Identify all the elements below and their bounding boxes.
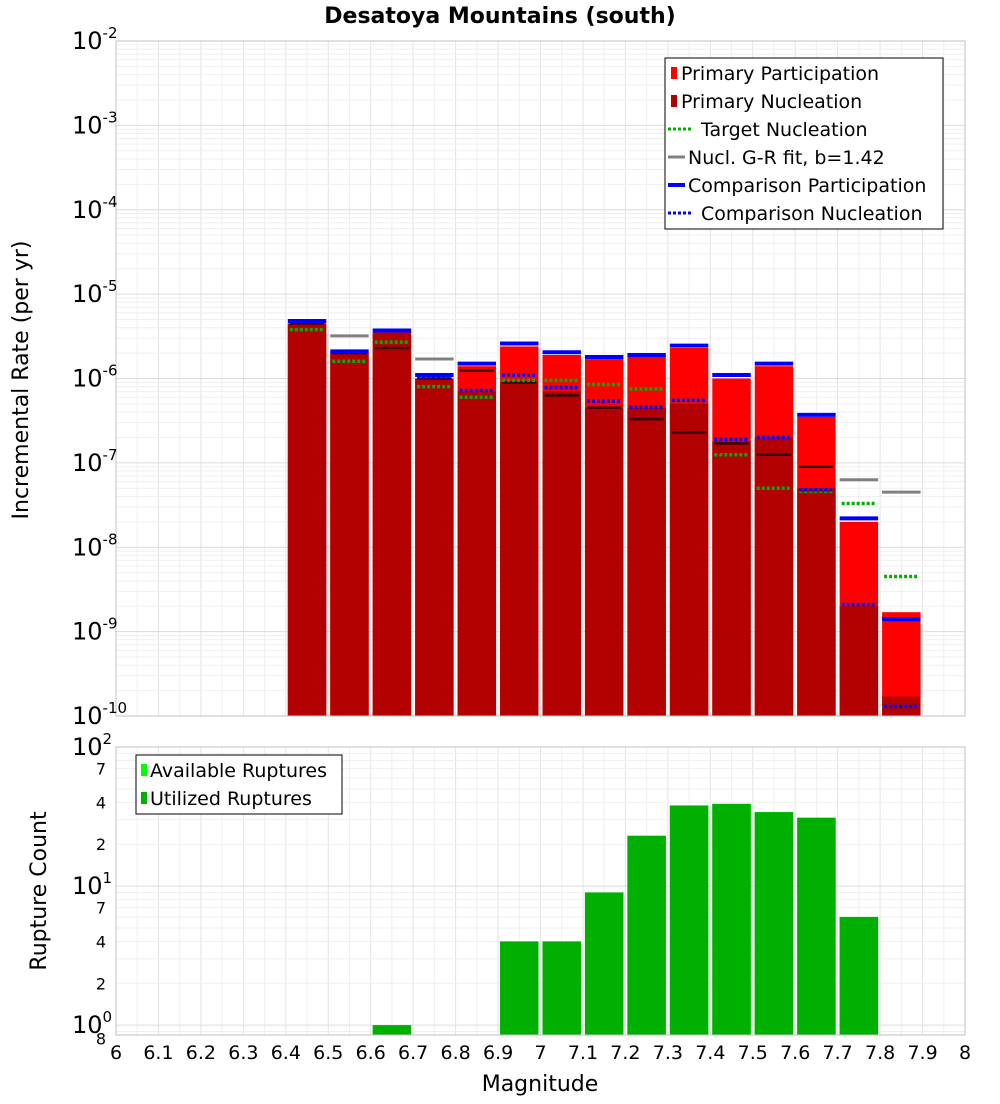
nucleation-bar bbox=[542, 391, 581, 716]
bottom-y-tick-label: 102 bbox=[72, 730, 112, 761]
top-plot-border bbox=[115, 40, 966, 717]
top-y-tick-label: 10-8 bbox=[72, 530, 118, 561]
legend-label: Comparison Nucleation bbox=[701, 203, 923, 225]
top-y-tick-label: 10-4 bbox=[72, 193, 118, 224]
legend-swatch bbox=[141, 764, 147, 776]
utilized-ruptures-bar bbox=[584, 892, 624, 1035]
legend-label: Comparison Participation bbox=[688, 175, 926, 197]
top-y-tick-label: 10-3 bbox=[72, 108, 118, 139]
utilized-ruptures-bar bbox=[500, 941, 539, 1035]
x-tick-label: 6.2 bbox=[186, 1042, 216, 1064]
x-tick-label: 6.3 bbox=[228, 1042, 258, 1064]
bottom-y-tick-label: 101 bbox=[72, 869, 112, 900]
top-y-tick-label: 10-9 bbox=[72, 615, 118, 646]
utilized-ruptures-bar bbox=[669, 805, 709, 1035]
top-y-tick-label: 10-7 bbox=[72, 446, 118, 477]
utilized-ruptures-bar bbox=[754, 812, 794, 1035]
legend-swatch bbox=[141, 792, 147, 804]
x-tick-label: 6.4 bbox=[271, 1042, 301, 1064]
x-tick-label: 6.1 bbox=[143, 1042, 173, 1064]
x-tick-label: 6.6 bbox=[356, 1042, 386, 1064]
legend-swatch bbox=[671, 95, 677, 107]
utilized-ruptures-bar bbox=[797, 817, 836, 1035]
x-tick-label: 7.6 bbox=[780, 1042, 810, 1064]
x-tick-label: 7.8 bbox=[865, 1042, 895, 1064]
nucleation-bar bbox=[372, 332, 412, 716]
bottom-y-axis-label: Rupture Count bbox=[27, 811, 52, 971]
x-tick-label: 6.8 bbox=[440, 1042, 470, 1064]
chart-title: Desatoya Mountains (south) bbox=[324, 4, 675, 29]
utilized-ruptures-bar bbox=[839, 916, 879, 1035]
utilized-ruptures-bar bbox=[627, 835, 666, 1035]
x-tick-label: 7.5 bbox=[738, 1042, 768, 1064]
x-tick-label: 7.4 bbox=[695, 1042, 725, 1064]
x-tick-label: 8 bbox=[959, 1042, 971, 1064]
bottom-y-tick-label: 7 bbox=[96, 899, 106, 918]
top-y-tick-label: 10-2 bbox=[72, 24, 118, 55]
nucleation-bar bbox=[500, 382, 539, 716]
top-y-tick-label: 10-10 bbox=[72, 699, 127, 730]
x-tick-label: 6.7 bbox=[398, 1042, 428, 1064]
nucleation-bar bbox=[627, 407, 666, 716]
x-tick-label: 7.3 bbox=[653, 1042, 683, 1064]
x-tick-label: 6.9 bbox=[483, 1042, 513, 1064]
utilized-ruptures-bar bbox=[712, 803, 751, 1035]
bottom-y-tick-label: 8 bbox=[96, 1030, 106, 1049]
nucleation-bar bbox=[797, 488, 836, 716]
legend-label: Nucl. G-R fit, b=1.42 bbox=[688, 147, 885, 169]
x-tick-label: 6.5 bbox=[313, 1042, 343, 1064]
legend-label: Available Ruptures bbox=[150, 760, 327, 782]
nucleation-bar bbox=[415, 378, 454, 716]
bottom-y-tick-label: 4 bbox=[96, 932, 106, 951]
utilized-ruptures-bar bbox=[372, 1025, 412, 1035]
nucleation-bar bbox=[584, 407, 624, 716]
nucleation-bar bbox=[839, 606, 879, 716]
x-tick-label: 7.1 bbox=[568, 1042, 598, 1064]
nucleation-bar bbox=[287, 323, 327, 716]
nucleation-bar bbox=[712, 441, 751, 716]
nucleation-bar bbox=[754, 437, 794, 716]
bottom-y-tick-label: 2 bbox=[96, 835, 106, 854]
bottom-y-tick-label: 100 bbox=[72, 1008, 112, 1039]
legend-label: Utilized Ruptures bbox=[150, 788, 312, 810]
utilized-ruptures-bar bbox=[542, 941, 581, 1035]
legend-swatch bbox=[671, 67, 677, 79]
x-tick-label: 7.2 bbox=[610, 1042, 640, 1064]
top-legend-box bbox=[664, 57, 944, 230]
bottom-plot-border bbox=[115, 746, 966, 1036]
top-y-axis-label: Incremental Rate (per yr) bbox=[9, 241, 34, 520]
bottom-legend-box bbox=[135, 754, 343, 815]
top-y-tick-label: 10-6 bbox=[72, 362, 118, 393]
bottom-y-tick-label: 4 bbox=[96, 793, 106, 812]
nucleation-bar bbox=[457, 391, 497, 716]
nucleation-bar bbox=[330, 353, 369, 716]
x-axis-label: Magnitude bbox=[482, 1072, 599, 1097]
legend-label: Target Nucleation bbox=[700, 119, 868, 141]
bottom-y-tick-label: 2 bbox=[96, 974, 106, 993]
top-y-tick-label: 10-5 bbox=[72, 277, 118, 308]
legend-label: Primary Participation bbox=[681, 63, 879, 85]
x-tick-label: 6 bbox=[110, 1042, 122, 1064]
x-tick-label: 7 bbox=[534, 1042, 546, 1064]
x-tick-label: 7.9 bbox=[907, 1042, 937, 1064]
nucleation-bar bbox=[669, 403, 709, 716]
x-tick-label: 7.7 bbox=[823, 1042, 853, 1064]
legend-label: Primary Nucleation bbox=[681, 91, 862, 113]
bottom-y-tick-label: 7 bbox=[96, 760, 106, 779]
